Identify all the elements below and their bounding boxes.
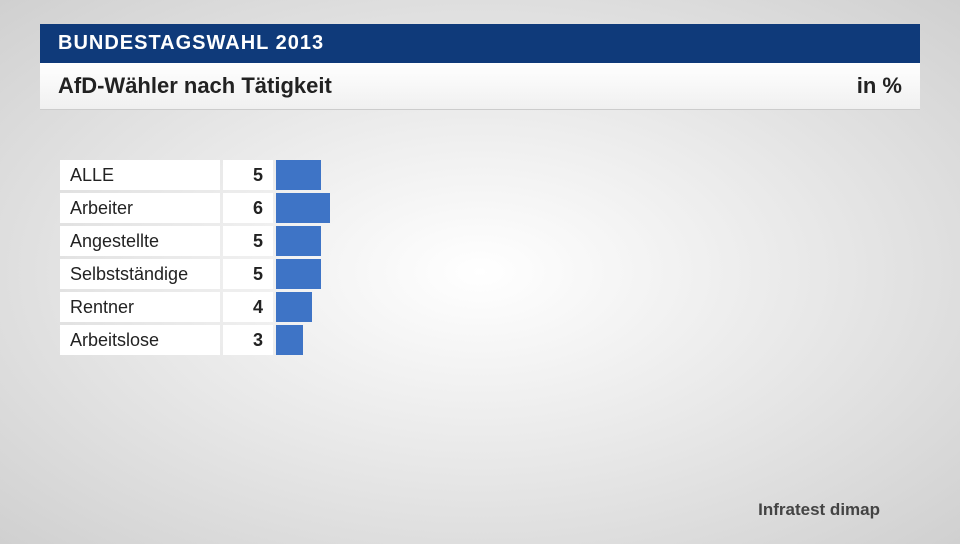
bar bbox=[276, 193, 330, 223]
row-label: Selbstständige bbox=[60, 259, 220, 289]
row-label: ALLE bbox=[60, 160, 220, 190]
table-row: Arbeiter 6 bbox=[60, 193, 920, 223]
row-value: 5 bbox=[223, 259, 273, 289]
row-label: Angestellte bbox=[60, 226, 220, 256]
header-title: BUNDESTAGSWAHL 2013 bbox=[58, 32, 324, 54]
row-value: 4 bbox=[223, 292, 273, 322]
bar-cell bbox=[276, 226, 920, 256]
row-label: Arbeiter bbox=[60, 193, 220, 223]
row-value: 5 bbox=[223, 160, 273, 190]
table-row: Selbstständige 5 bbox=[60, 259, 920, 289]
bar-cell bbox=[276, 292, 920, 322]
table-row: ALLE 5 bbox=[60, 160, 920, 190]
chart-container: BUNDESTAGSWAHL 2013 AfD-Wähler nach Täti… bbox=[0, 0, 960, 382]
row-value: 3 bbox=[223, 325, 273, 355]
bar bbox=[276, 226, 321, 256]
row-value: 6 bbox=[223, 193, 273, 223]
row-label: Arbeitslose bbox=[60, 325, 220, 355]
bar bbox=[276, 325, 303, 355]
header-bar: BUNDESTAGSWAHL 2013 bbox=[40, 24, 920, 63]
table-row: Rentner 4 bbox=[60, 292, 920, 322]
bar-cell bbox=[276, 160, 920, 190]
table-row: Angestellte 5 bbox=[60, 226, 920, 256]
subtitle-text: AfD-Wähler nach Tätigkeit bbox=[58, 73, 332, 99]
bar bbox=[276, 160, 321, 190]
row-value: 5 bbox=[223, 226, 273, 256]
unit-text: in % bbox=[857, 73, 902, 99]
source-text: Infratest dimap bbox=[758, 500, 880, 520]
table-row: Arbeitslose 3 bbox=[60, 325, 920, 355]
bar bbox=[276, 259, 321, 289]
subtitle-bar: AfD-Wähler nach Tätigkeit in % bbox=[40, 63, 920, 110]
bar-cell bbox=[276, 259, 920, 289]
row-label: Rentner bbox=[60, 292, 220, 322]
chart-area: ALLE 5 Arbeiter 6 Angestellte 5 Selbstst… bbox=[60, 160, 920, 355]
bar-cell bbox=[276, 325, 920, 355]
bar-cell bbox=[276, 193, 920, 223]
bar bbox=[276, 292, 312, 322]
